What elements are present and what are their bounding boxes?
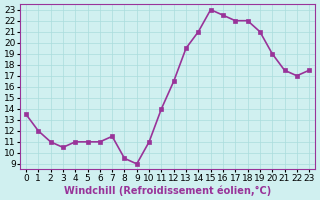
X-axis label: Windchill (Refroidissement éolien,°C): Windchill (Refroidissement éolien,°C) (64, 185, 271, 196)
